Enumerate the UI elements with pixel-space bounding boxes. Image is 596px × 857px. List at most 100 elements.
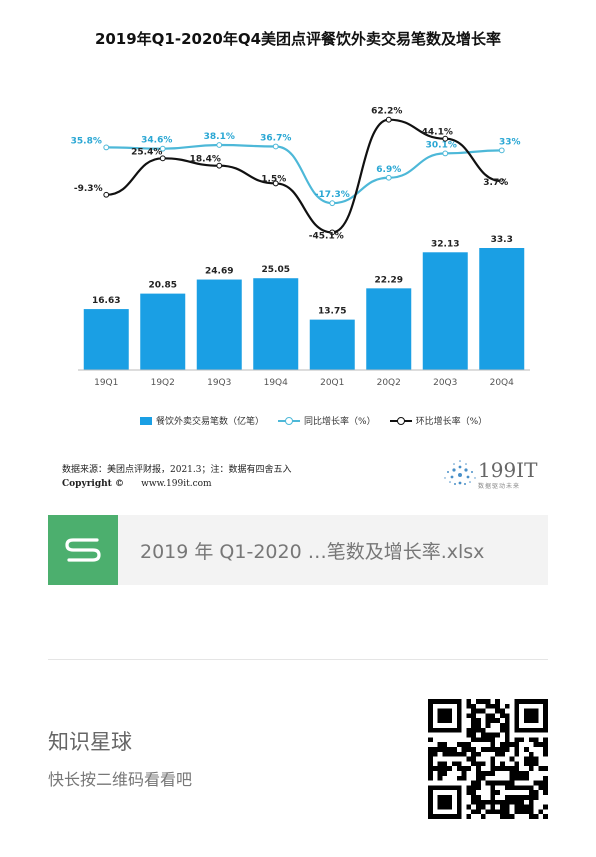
qr-module bbox=[447, 785, 452, 791]
qr-module bbox=[471, 718, 476, 723]
qr-module bbox=[456, 742, 462, 747]
bar-value-label: 16.63 bbox=[92, 296, 120, 306]
qr-module bbox=[471, 732, 476, 738]
qr-module bbox=[519, 727, 524, 733]
qr-module bbox=[543, 804, 548, 810]
qr-module bbox=[447, 713, 452, 719]
qr-module bbox=[466, 790, 472, 795]
qr-module bbox=[490, 804, 496, 810]
qr-module bbox=[447, 718, 452, 723]
legend-yoy-swatch bbox=[278, 416, 301, 426]
qr-module bbox=[466, 732, 472, 738]
chart-card: 2019年Q1-2020年Q4美团点评餐饮外卖交易笔数及增长率 16.63 19Q… bbox=[62, 30, 538, 490]
qr-module bbox=[485, 799, 491, 805]
qr-module bbox=[471, 747, 476, 752]
qr-module bbox=[538, 785, 544, 791]
qr-module bbox=[543, 718, 548, 723]
bar-19Q1 bbox=[83, 309, 129, 370]
qr-module bbox=[471, 727, 476, 733]
mom-value-label: 18.4% bbox=[190, 155, 221, 165]
qr-module bbox=[538, 780, 544, 786]
x-tick-label: 20Q2 bbox=[377, 378, 401, 388]
qr-module bbox=[528, 713, 534, 719]
yoy-value-label: 30.1% bbox=[426, 140, 457, 150]
qr-module bbox=[524, 713, 529, 719]
qr-module bbox=[442, 795, 448, 800]
qr-module bbox=[456, 809, 462, 815]
qr-module bbox=[543, 780, 548, 786]
qr-module bbox=[447, 747, 452, 752]
qr-module bbox=[543, 785, 548, 791]
qr-module bbox=[495, 790, 500, 795]
yoy-value-label: 6.9% bbox=[376, 165, 401, 175]
qr-module bbox=[514, 723, 520, 728]
qr-module bbox=[452, 785, 457, 791]
qr-module bbox=[428, 699, 433, 704]
qr-module bbox=[437, 718, 443, 723]
qr-module bbox=[490, 756, 496, 762]
qr-module bbox=[461, 771, 467, 776]
qr-module bbox=[485, 732, 491, 738]
qr-module bbox=[485, 699, 491, 704]
qr-module bbox=[480, 761, 486, 767]
qr-module bbox=[466, 814, 472, 819]
qr-module bbox=[437, 747, 443, 752]
qr-module bbox=[447, 708, 452, 714]
qr-module bbox=[519, 804, 524, 810]
qr-module bbox=[528, 761, 534, 767]
qr-module bbox=[500, 780, 505, 786]
mom-value-label: 3.7% bbox=[483, 178, 508, 188]
qr-module bbox=[471, 761, 476, 767]
qr-module bbox=[471, 785, 476, 791]
yoy-value-label: 38.1% bbox=[204, 132, 235, 142]
qr-module bbox=[495, 699, 500, 704]
x-tick-label: 19Q3 bbox=[207, 378, 231, 388]
bar-19Q4 bbox=[253, 278, 299, 370]
file-attachment[interactable]: 2019 年 Q1-2020 …笔数及增长率.xlsx bbox=[48, 515, 548, 585]
chart-svg: 16.63 19Q1 20.85 19Q2 24.69 19Q3 25.05 19Q4 13.7… bbox=[71, 107, 530, 388]
qr-module bbox=[442, 727, 448, 733]
logo-text: 199IT bbox=[478, 458, 538, 482]
qr-module bbox=[466, 703, 472, 709]
qr-module bbox=[514, 771, 520, 776]
qr-module bbox=[437, 775, 443, 781]
qr-module bbox=[471, 795, 476, 800]
qr-module bbox=[490, 737, 496, 743]
qr-module bbox=[509, 814, 515, 819]
qr-module bbox=[528, 756, 534, 762]
qr-module bbox=[456, 713, 462, 719]
qr-module bbox=[447, 766, 452, 771]
qr-module bbox=[504, 718, 510, 723]
qr-code-icon[interactable] bbox=[428, 699, 548, 819]
qr-module bbox=[480, 799, 486, 805]
qr-module bbox=[466, 747, 472, 752]
qr-module bbox=[490, 703, 496, 709]
qr-module bbox=[504, 766, 510, 771]
qr-module bbox=[490, 713, 496, 719]
qr-module bbox=[524, 761, 529, 767]
qr-module bbox=[543, 723, 548, 728]
qr-module bbox=[504, 809, 510, 815]
qr-module bbox=[476, 780, 481, 786]
yoy-point bbox=[385, 174, 392, 181]
qr-module bbox=[543, 703, 548, 709]
qr-module bbox=[442, 766, 448, 771]
qr-module bbox=[471, 780, 476, 786]
qr-module bbox=[428, 718, 433, 723]
qr-module bbox=[514, 775, 520, 781]
legend-mom-swatch bbox=[389, 416, 412, 426]
s-file-icon bbox=[48, 515, 118, 585]
qr-module bbox=[476, 727, 481, 733]
qr-module bbox=[524, 785, 529, 791]
qr-module bbox=[528, 809, 534, 815]
qr-module bbox=[437, 814, 443, 819]
bar-value-label: 22.29 bbox=[375, 275, 403, 285]
qr-module bbox=[456, 799, 462, 805]
qr-module bbox=[490, 790, 496, 795]
qr-module bbox=[528, 751, 534, 757]
qr-module bbox=[476, 751, 481, 757]
qr-module bbox=[485, 737, 491, 743]
qr-module bbox=[471, 799, 476, 805]
qr-module bbox=[442, 771, 448, 776]
bar-20Q1 bbox=[309, 319, 355, 370]
